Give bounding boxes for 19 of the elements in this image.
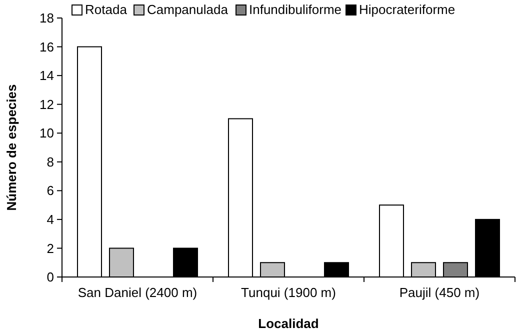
y-tick-label: 10 xyxy=(40,126,54,141)
y-tick-label: 14 xyxy=(40,68,54,84)
y-tick-label: 2 xyxy=(46,240,54,256)
x-tick-label: Paujil (450 m) xyxy=(399,285,480,300)
y-tick-label: 8 xyxy=(46,154,54,170)
y-tick-label: 16 xyxy=(40,39,54,54)
y-tick-label: 4 xyxy=(46,212,54,227)
legend-label: Hipocrateriforme xyxy=(359,2,456,17)
x-tick-label: Tunqui (1900 m) xyxy=(241,285,336,300)
legend-label: Infundibuliforme xyxy=(249,2,342,17)
y-axis-title: Número de especies xyxy=(4,84,19,211)
y-tick-label: 6 xyxy=(46,183,54,198)
x-axis-title: Localidad xyxy=(258,316,319,331)
y-tick-label: 0 xyxy=(46,270,54,285)
y-tick-label: 12 xyxy=(40,96,54,112)
y-tick-label: 18 xyxy=(40,10,54,26)
legend-label: Rotada xyxy=(85,2,128,17)
legend-label: Campanulada xyxy=(147,2,229,17)
x-tick-label: San Daniel (2400 m) xyxy=(78,285,198,300)
